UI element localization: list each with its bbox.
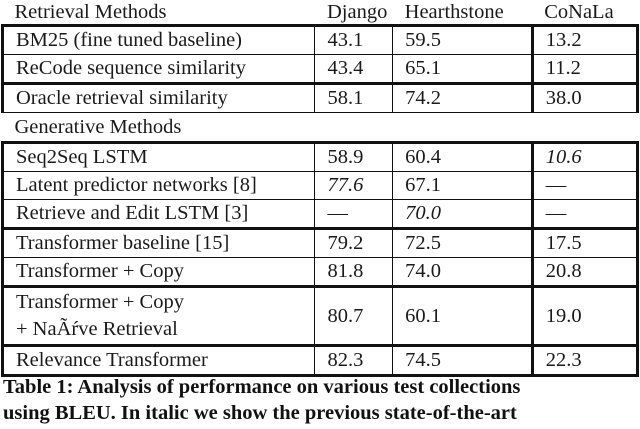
method-line-1: Transformer + Copy — [16, 291, 184, 313]
method-cell: ReCode sequence similarity — [0, 54, 316, 85]
section-row: Generative Methods — [3, 113, 638, 143]
method-cell: Retrieve and Edit LSTM [3] — [0, 199, 316, 230]
hearthstone-score: 74.2 — [392, 82, 534, 113]
hearthstone-score-best: 74.5 — [392, 344, 534, 377]
table-caption: Table 1: Analysis of performance on vari… — [3, 374, 639, 426]
conala-score: — — [532, 199, 640, 230]
column-header-conala: CoNaLa — [544, 0, 614, 23]
method-cell: Seq2Seq LSTM — [0, 141, 316, 172]
conala-score: 20.8 — [532, 257, 640, 288]
conala-score: 38.0 — [532, 82, 640, 113]
method-line-2: + NaÃŕve Retrieval — [16, 318, 178, 340]
hearthstone-score: 72.5 — [392, 227, 534, 258]
conala-score-sota: 10.6 — [532, 141, 640, 172]
hearthstone-score-sota: 70.0 — [392, 199, 534, 230]
caption-line-2: using BLEU. In italic we show the previo… — [3, 402, 517, 424]
method-cell: Oracle retrieval similarity — [0, 82, 316, 113]
table-row-best: Relevance Transformer 82.3 74.5 22.3 — [0, 344, 640, 377]
column-header-hearthstone: Hearthstone — [404, 0, 504, 23]
table-row: Seq2Seq LSTM 58.9 60.4 10.6 — [0, 141, 640, 172]
hearthstone-score: 59.5 — [392, 24, 534, 55]
table-row: Transformer baseline [15] 79.2 72.5 17.5 — [0, 227, 640, 258]
conala-score-best: 22.3 — [532, 344, 640, 377]
conala-score: 17.5 — [532, 227, 640, 258]
table-row: Latent predictor networks [8] 77.6 67.1 … — [0, 171, 640, 200]
method-cell: Transformer baseline [15] — [0, 227, 316, 258]
hearthstone-score: 60.1 — [392, 285, 534, 347]
conala-score: — — [532, 171, 640, 200]
method-cell: Relevance Transformer — [0, 344, 316, 377]
method-cell: Transformer + Copy + NaÃŕve Retrieval — [0, 285, 316, 347]
retrieval-methods-heading: Retrieval Methods — [14, 0, 167, 23]
hearthstone-score: 74.0 — [392, 257, 534, 288]
hearthstone-score: 67.1 — [392, 171, 534, 200]
django-score: 58.1 — [314, 82, 394, 113]
django-score-best: 82.3 — [314, 344, 394, 377]
table-row: Oracle retrieval similarity 58.1 74.2 38… — [0, 82, 640, 113]
generative-methods-heading: Generative Methods — [14, 115, 182, 138]
django-score: 43.4 — [314, 54, 394, 85]
conala-score: 19.0 — [532, 285, 640, 347]
django-score: 81.8 — [314, 257, 394, 288]
table-row: Transformer + Copy + NaÃŕve Retrieval 80… — [0, 285, 640, 347]
django-score: 79.2 — [314, 227, 394, 258]
results-table: Retrieval Methods Django Hearthstone CoN… — [0, 0, 640, 377]
table-row: Retrieve and Edit LSTM [3] — 70.0 — — [0, 199, 640, 230]
django-score: — — [314, 199, 394, 230]
column-header-django: Django — [326, 0, 388, 23]
conala-score: 13.2 — [532, 24, 640, 55]
table-row: ReCode sequence similarity 43.4 65.1 11.… — [0, 54, 640, 85]
table-header-row: Retrieval Methods Django Hearthstone CoN… — [3, 0, 638, 26]
django-score: 80.7 — [314, 285, 394, 347]
caption-line-1: Table 1: Analysis of performance on vari… — [3, 376, 521, 398]
django-score: 43.1 — [314, 24, 394, 55]
django-score: 58.9 — [314, 141, 394, 172]
django-score-sota: 77.6 — [314, 171, 394, 200]
method-cell: Transformer + Copy — [0, 257, 316, 288]
table-row: Transformer + Copy 81.8 74.0 20.8 — [0, 257, 640, 288]
hearthstone-score: 60.4 — [392, 141, 534, 172]
method-cell: BM25 (fine tuned baseline) — [0, 24, 316, 55]
conala-score: 11.2 — [532, 54, 640, 85]
method-cell: Latent predictor networks [8] — [0, 171, 316, 200]
table-row: BM25 (fine tuned baseline) 43.1 59.5 13.… — [0, 24, 640, 55]
hearthstone-score: 65.1 — [392, 54, 534, 85]
